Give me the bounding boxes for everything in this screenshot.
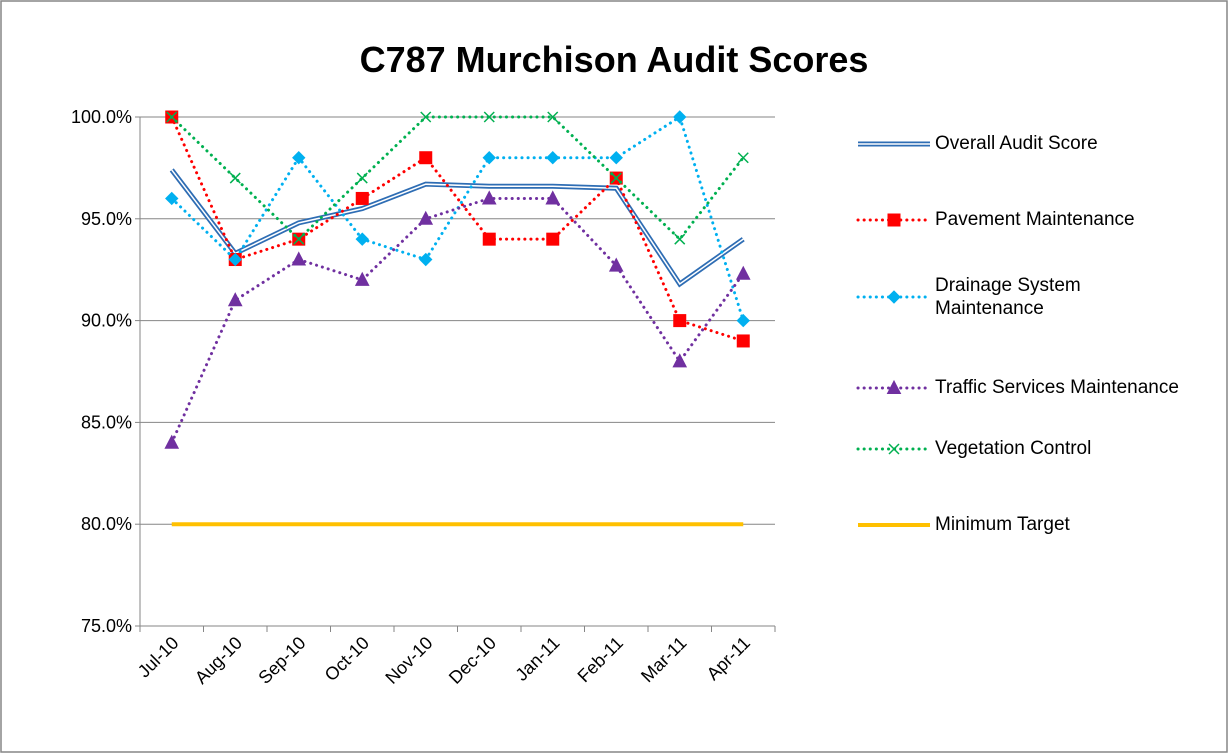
marker	[887, 290, 901, 304]
marker	[886, 379, 902, 394]
marker	[546, 151, 560, 165]
marker	[165, 191, 179, 206]
marker	[419, 151, 433, 165]
series-line-inner	[171, 169, 744, 286]
marker	[355, 232, 369, 246]
marker	[354, 271, 370, 286]
marker	[418, 210, 434, 225]
marker	[419, 252, 433, 267]
marker	[610, 172, 622, 184]
marker	[356, 172, 368, 184]
marker	[164, 434, 180, 449]
marker	[291, 251, 307, 266]
marker	[547, 111, 559, 123]
y-tick-label: 85.0%	[81, 412, 132, 432]
marker	[229, 172, 241, 184]
series-line	[170, 196, 745, 445]
legend-label: Drainage System Maintenance	[935, 275, 1081, 319]
chart-title: C787 Murchison Audit Scores	[360, 39, 869, 80]
marker	[888, 443, 900, 455]
marker	[227, 292, 243, 307]
y-tick-label: 100.0%	[71, 107, 132, 127]
marker	[736, 313, 750, 328]
marker	[166, 111, 178, 123]
marker	[545, 190, 561, 205]
marker	[673, 314, 687, 328]
marker	[355, 191, 369, 205]
marker	[481, 190, 497, 205]
legend-label: Traffic Services Maintenance	[935, 377, 1179, 398]
y-tick-label: 95.0%	[81, 209, 132, 229]
marker	[420, 111, 432, 123]
y-tick-label: 80.0%	[81, 514, 132, 534]
marker	[482, 232, 496, 246]
marker	[609, 151, 623, 165]
series-line	[170, 115, 745, 343]
marker	[735, 265, 751, 280]
legend-label: Vegetation Control	[935, 438, 1092, 459]
series-line	[170, 115, 745, 242]
marker	[737, 152, 749, 164]
y-tick-label: 75.0%	[81, 616, 132, 636]
legend-label: Minimum Target	[935, 514, 1070, 535]
marker	[674, 233, 686, 245]
marker	[546, 232, 560, 246]
marker	[608, 257, 624, 272]
legend-label: Pavement Maintenance	[935, 209, 1135, 230]
marker	[673, 110, 687, 124]
marker	[482, 151, 496, 165]
marker	[293, 233, 305, 245]
marker	[292, 151, 306, 165]
marker	[483, 111, 495, 123]
marker	[887, 213, 901, 227]
marker	[736, 334, 750, 348]
y-tick-label: 90.0%	[81, 311, 132, 331]
legend-label: Overall Audit Score	[935, 133, 1098, 154]
marker	[672, 353, 688, 368]
marker	[228, 252, 242, 267]
